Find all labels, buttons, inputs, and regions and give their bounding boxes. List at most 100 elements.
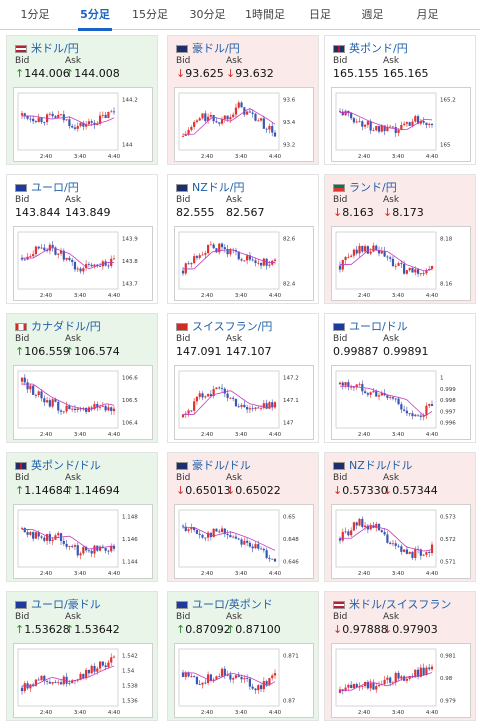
candle-body: [45, 250, 49, 252]
pair-title[interactable]: ユーロ/ドル: [333, 318, 408, 334]
candle-body: [110, 111, 113, 113]
rate-card[interactable]: ユーロ/ドル Bid Ask 0.99887 0.99891 1 0.999 0.9…: [324, 313, 476, 443]
rate-card[interactable]: 米ドル/スイスフラン Bid Ask ↓0.97888 ↓0.97903 0.9…: [324, 591, 476, 721]
candle-body: [383, 679, 386, 685]
bid-label: Bid: [176, 195, 191, 205]
rate-card[interactable]: 英ポンド/円 Bid Ask 165.155 165.165 165.2 165 2…: [324, 35, 476, 165]
candle-body: [26, 382, 29, 390]
rate-card[interactable]: NZドル/円 Bid Ask 82.555 82.567 82.6 82.4 2:4…: [167, 174, 319, 304]
candle-body: [344, 382, 347, 386]
pair-title[interactable]: ユーロ/円: [15, 179, 79, 195]
candle-body: [40, 117, 43, 123]
chart-panel[interactable]: 0.65 0.648 0.646 2:40 3:40 4:40: [174, 504, 314, 579]
chart-panel[interactable]: 106.6 106.5 106.4 2:40 3:40 4:40: [13, 365, 153, 440]
x-tick-label: 4:40: [269, 154, 282, 160]
candle-body: [57, 253, 60, 255]
ask-label: Ask: [65, 612, 82, 622]
tab-0[interactable]: 1分足: [20, 8, 50, 21]
candle-body: [273, 259, 277, 261]
tab-3[interactable]: 30分足: [189, 8, 226, 21]
candle-body: [268, 264, 271, 266]
candle-body: [411, 413, 414, 417]
rate-card[interactable]: ユーロ/豪ドル Bid Ask ↑1.53628 ↑1.53642 1.542 1…: [6, 591, 158, 721]
rate-card[interactable]: 米ドル/円 Bid Ask ↑144.006 ↑144.008 144.2 144…: [6, 35, 158, 165]
rate-card[interactable]: スイスフラン/円 Bid Ask 147.091 147.107 147.2 14…: [167, 313, 319, 443]
pair-title[interactable]: スイスフラン/円: [176, 318, 272, 334]
chart-panel[interactable]: 1.542 1.54 1.538 1.536 2:40 3:40 4:40: [13, 643, 153, 718]
arrow-icon: ↓: [383, 623, 393, 636]
rate-card[interactable]: カナダドル/円 Bid Ask ↑106.559 ↑106.574 106.6 1…: [6, 313, 158, 443]
candle-body: [355, 684, 358, 688]
candle-body: [375, 391, 378, 397]
chart-panel[interactable]: 0.871 0.87 2:40 3:40 4:40: [174, 643, 314, 718]
tab-2[interactable]: 15分足: [132, 8, 168, 21]
pair-title[interactable]: NZドル/円: [176, 179, 244, 195]
candle-body: [355, 384, 358, 388]
candle-body: [246, 255, 249, 261]
tab-1[interactable]: 5分足: [70, 0, 120, 31]
candle-body: [206, 116, 210, 122]
candle-body: [101, 661, 104, 666]
candle-body: [422, 273, 425, 275]
candle-body: [347, 256, 350, 258]
pair-title[interactable]: 米ドル/スイスフラン: [333, 596, 451, 612]
chart-panel[interactable]: 144.2 144 2:40 3:40 4:40: [13, 87, 153, 162]
pair-title[interactable]: 英ポンド/ドル: [15, 457, 101, 473]
pair-name: NZドル/ドル: [349, 459, 413, 472]
chart-panel[interactable]: 93.6 93.4 93.2 2:40 3:40 4:40: [174, 87, 314, 162]
candle-body: [112, 545, 116, 549]
moving-average-line: [22, 115, 115, 126]
candle-body: [246, 678, 249, 679]
candle-body: [394, 398, 397, 400]
chart-panel[interactable]: 147.2 147.1 147 2:40 3:40 4:40: [174, 365, 314, 440]
candle-body: [344, 256, 347, 260]
chart-panel[interactable]: 82.6 82.4 2:40 3:40 4:40: [174, 226, 314, 301]
chart-panel[interactable]: 165.2 165 2:40 3:40 4:40: [331, 87, 471, 162]
chart-panel[interactable]: 8.18 8.16 2:40 3:40 4:40: [331, 226, 471, 301]
plot-area: [335, 648, 437, 707]
y-tick-label: 143.8: [122, 259, 138, 265]
pair-title[interactable]: 米ドル/円: [15, 40, 79, 56]
tab-5[interactable]: 日足: [309, 8, 331, 21]
rate-card[interactable]: ランド/円 Bid Ask ↓8.163 ↓8.173 8.18 8.16 2:40…: [324, 174, 476, 304]
pair-title[interactable]: ユーロ/英ポンド: [176, 596, 273, 612]
candle-body: [45, 534, 49, 541]
rate-card[interactable]: 英ポンド/ドル Bid Ask ↑1.14684 ↑1.14694 1.148 1…: [6, 452, 158, 582]
candle-body: [223, 247, 226, 250]
bid-label: Bid: [176, 334, 191, 344]
pair-title[interactable]: NZドル/ドル: [333, 457, 412, 473]
tab-6[interactable]: 週足: [361, 8, 384, 21]
pair-title[interactable]: ユーロ/豪ドル: [15, 596, 101, 612]
candle-body: [65, 543, 68, 547]
chart-panel[interactable]: 0.573 0.572 0.571 2:40 3:40 4:40: [331, 504, 471, 579]
candle-body: [204, 253, 207, 255]
flag-icon: [176, 601, 188, 609]
ask-label: Ask: [226, 473, 243, 483]
moving-average-line: [183, 108, 276, 135]
candle-body: [93, 403, 96, 410]
rate-card[interactable]: ユーロ/円 Bid Ask 143.844 143.849 143.9 143.8…: [6, 174, 158, 304]
pair-title[interactable]: ランド/円: [333, 179, 397, 195]
candle-body: [383, 125, 386, 132]
chart-panel[interactable]: 0.981 0.98 0.979 2:40 3:40 4:40: [331, 643, 471, 718]
chart-panel[interactable]: 1.148 1.146 1.144 2:40 3:40 4:40: [13, 504, 153, 579]
rate-card[interactable]: ユーロ/英ポンド Bid Ask ↑0.87092 ↑0.87100 0.871…: [167, 591, 319, 721]
tab-7[interactable]: 月足: [416, 8, 439, 21]
y-tick-label: 165: [440, 143, 451, 149]
y-tick-label: 1.54: [122, 669, 135, 675]
pair-title[interactable]: カナダドル/円: [15, 318, 101, 334]
bid-value: ↓93.625: [176, 67, 224, 80]
x-tick-label: 3:40: [235, 432, 248, 438]
pair-title[interactable]: 英ポンド/円: [333, 40, 408, 56]
tab-4[interactable]: 1時間足: [245, 8, 285, 21]
rate-card[interactable]: 豪ドル/円 Bid Ask ↓93.625 ↓93.632 93.6 93.4 93…: [167, 35, 319, 165]
rate-card[interactable]: 豪ドル/ドル Bid Ask ↓0.65013 ↓0.65022 0.65 0.6…: [167, 452, 319, 582]
candle-body: [29, 532, 32, 535]
candle-body: [358, 383, 361, 385]
pair-title[interactable]: 豪ドル/円: [176, 40, 240, 56]
pair-title[interactable]: 豪ドル/ドル: [176, 457, 251, 473]
chart-panel[interactable]: 143.9 143.8 143.7 2:40 3:40 4:40: [13, 226, 153, 301]
chart-panel[interactable]: 1 0.999 0.998 0.997 0.996 2:40 3:40 4:40: [331, 365, 471, 440]
rate-card[interactable]: NZドル/ドル Bid Ask ↓0.57330 ↓0.57344 0.573 0…: [324, 452, 476, 582]
x-tick-label: 3:40: [74, 293, 87, 299]
